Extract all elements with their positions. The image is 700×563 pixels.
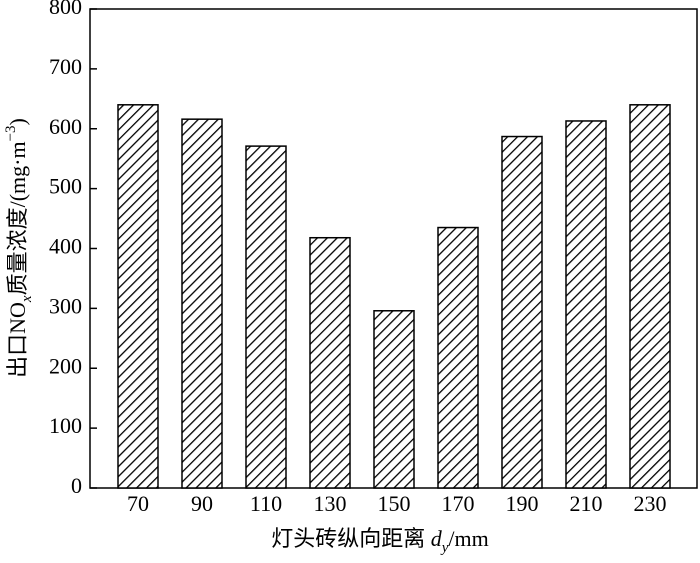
bar <box>629 104 671 489</box>
x-tick-label: 110 <box>250 491 282 516</box>
bar <box>181 118 223 489</box>
y-label-part: 出口NO <box>5 302 30 378</box>
x-label-part: d <box>431 526 443 551</box>
bar <box>309 236 351 489</box>
bar <box>565 120 607 489</box>
x-tick-label: 210 <box>570 491 603 516</box>
y-tick-label: 700 <box>49 54 82 79</box>
bar <box>245 145 287 489</box>
x-tick-label: 170 <box>442 491 475 516</box>
x-label-part: 灯头砖纵向距离 <box>271 526 431 551</box>
bar <box>437 226 479 489</box>
x-tick-label: 230 <box>634 491 667 516</box>
bar <box>501 135 543 489</box>
y-label-part: 质量浓度/(mg·m <box>5 141 30 295</box>
y-tick-label: 200 <box>49 353 82 378</box>
y-tick-label: 600 <box>49 114 82 139</box>
x-tick-label: 90 <box>191 491 213 516</box>
y-axis-label: 出口NOx质量浓度/(mg·m−3) <box>3 118 35 378</box>
x-label-part: /mm <box>448 526 488 551</box>
bar <box>117 104 159 489</box>
x-label-part: y <box>440 540 449 556</box>
y-label-part: x <box>19 295 35 303</box>
bar <box>373 310 415 489</box>
x-tick-label: 190 <box>506 491 539 516</box>
y-tick-label: 400 <box>49 234 82 259</box>
y-tick-label: 500 <box>49 174 82 199</box>
x-tick-label: 70 <box>127 491 149 516</box>
y-tick-label: 100 <box>49 413 82 438</box>
x-tick-label: 130 <box>314 491 347 516</box>
x-axis-label: 灯头砖纵向距离 dy/mm <box>271 526 489 556</box>
y-tick-label: 0 <box>71 473 82 498</box>
x-tick-label: 150 <box>378 491 411 516</box>
y-label-part: ) <box>5 118 30 125</box>
y-tick-label: 800 <box>49 0 82 19</box>
y-tick-label: 300 <box>49 293 82 318</box>
y-label-part: −3 <box>3 125 19 141</box>
